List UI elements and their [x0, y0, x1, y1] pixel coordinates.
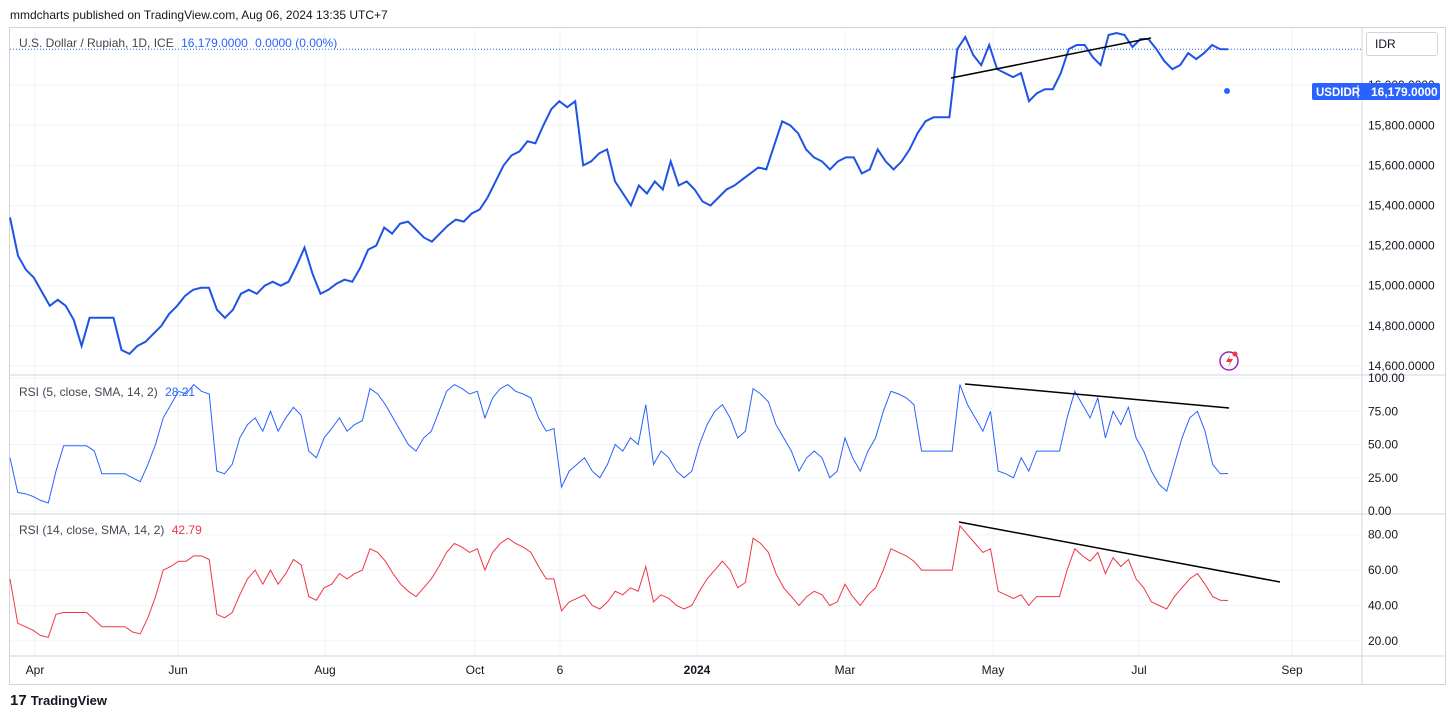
rsi14-trendline [958, 521, 1281, 583]
alert-icon[interactable] [1219, 351, 1239, 371]
time-tick-label: Jul [1131, 663, 1146, 677]
chart-frame [9, 27, 1446, 685]
main-legend[interactable]: U.S. Dollar / Rupiah, 1D, ICE 16,179.000… [19, 36, 337, 50]
time-tick-label: Aug [314, 663, 335, 677]
rsi5-tick-label: 50.00 [1368, 438, 1398, 452]
rsi14-legend-title: RSI (14, close, SMA, 14, 2) [19, 523, 165, 537]
rsi5-axis: 100.00 75.00 50.00 25.00 0.00 [1368, 371, 1405, 518]
time-tick-label: Sep [1281, 663, 1303, 677]
time-axis: Apr Jun Aug Oct 6 2024 Mar May Jul Sep [26, 663, 1303, 677]
currency-selector[interactable]: IDR [1366, 32, 1438, 56]
usdidr-price-line [9, 31, 1229, 356]
price-tick-label: 15,800.0000 [1368, 118, 1435, 132]
rsi5-legend-title: RSI (5, close, SMA, 14, 2) [19, 385, 158, 399]
rsi5-line [9, 383, 1229, 504]
time-tick-label: 6 [557, 663, 564, 677]
rsi5-tick-label: 75.00 [1368, 404, 1398, 418]
last-price-dot [1224, 88, 1230, 94]
time-tick-label: May [982, 663, 1005, 677]
tradingview-footer[interactable]: 17 TradingView [10, 692, 107, 709]
price-trendline [950, 37, 1152, 79]
trendlines [950, 37, 1281, 583]
rsi5-tick-label: 0.00 [1368, 504, 1392, 518]
tradingview-logo-icon: 17 [10, 692, 27, 709]
rsi14-tick-label: 40.00 [1368, 598, 1398, 612]
publisher-info: mmdcharts published on TradingView.com, … [10, 8, 388, 22]
price-tag: USDIDR 16,179.0000 [1312, 83, 1440, 100]
tradingview-brand: TradingView [30, 693, 108, 708]
main-legend-title: U.S. Dollar / Rupiah, 1D, ICE [19, 36, 174, 50]
price-tick-label: 15,400.0000 [1368, 199, 1435, 213]
price-tag-symbol: USDIDR [1316, 87, 1361, 99]
rsi14-legend-value: 42.79 [171, 523, 202, 537]
time-tick-label: Jun [168, 663, 187, 677]
rsi14-line [9, 524, 1229, 638]
price-tick-label: 14,800.0000 [1368, 319, 1435, 333]
price-tag-value: 16,179.0000 [1371, 85, 1438, 99]
rsi14-tick-label: 80.00 [1368, 528, 1398, 542]
main-legend-change: 0.0000 (0.00%) [255, 36, 338, 50]
price-axis: 16,000.000015,800.000015,600.000015,400.… [1368, 78, 1435, 373]
grid-lines [10, 29, 1362, 656]
price-tick-label: 15,600.0000 [1368, 158, 1435, 172]
price-tick-label: 14,600.0000 [1368, 359, 1435, 373]
price-tick-label: 15,200.0000 [1368, 239, 1435, 253]
rsi5-tick-label: 100.00 [1368, 371, 1405, 385]
time-tick-label: Oct [466, 663, 485, 677]
time-tick-label: 2024 [684, 663, 711, 677]
rsi5-legend[interactable]: RSI (5, close, SMA, 14, 2) 28.21 [19, 385, 195, 399]
time-tick-label: Mar [835, 663, 856, 677]
rsi14-axis: 80.00 60.00 40.00 20.00 [1368, 528, 1398, 648]
main-legend-price: 16,179.0000 [181, 36, 248, 50]
pane-dividers [10, 28, 1446, 684]
price-tick-label: 15,000.0000 [1368, 279, 1435, 293]
rsi14-legend[interactable]: RSI (14, close, SMA, 14, 2) 42.79 [19, 523, 202, 537]
rsi14-tick-label: 20.00 [1368, 634, 1398, 648]
rsi5-legend-value: 28.21 [165, 385, 196, 399]
rsi14-tick-label: 60.00 [1368, 563, 1398, 577]
rsi5-tick-label: 25.00 [1368, 471, 1398, 485]
rsi5-trendline [964, 383, 1230, 409]
time-tick-label: Apr [26, 663, 45, 677]
